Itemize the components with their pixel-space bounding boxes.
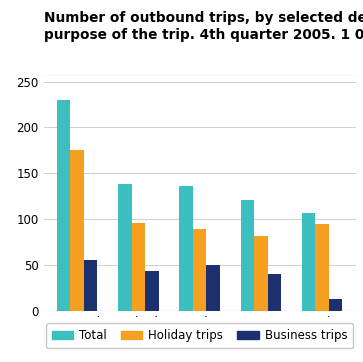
Bar [118,184,132,311]
Bar [241,200,254,311]
Bar [329,299,342,311]
Bar [179,186,193,311]
Legend: Total, Holiday trips, Business trips: Total, Holiday trips, Business trips [46,323,353,348]
Bar [268,274,281,311]
Bar [302,213,315,311]
Text: Number of outbound trips, by selected destinations and
purpose of the trip. 4th : Number of outbound trips, by selected de… [44,11,363,42]
Bar [315,224,329,311]
Bar [132,223,145,311]
Bar [207,265,220,311]
Bar [193,229,207,311]
Bar [145,272,159,311]
Bar [57,100,70,311]
Bar [84,261,97,311]
Bar [254,236,268,311]
Bar [70,151,84,311]
